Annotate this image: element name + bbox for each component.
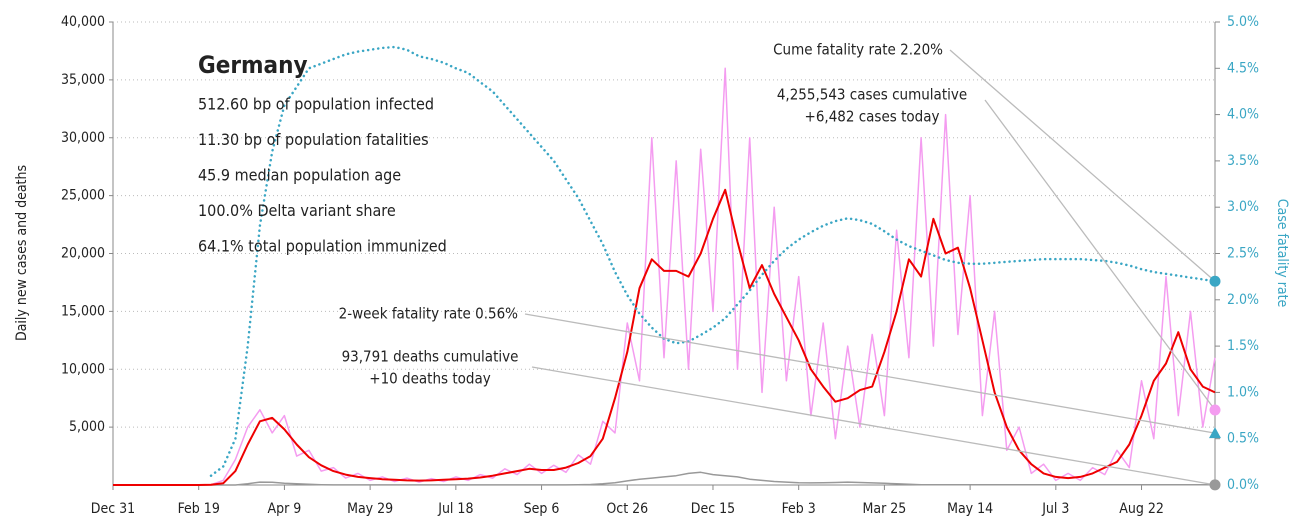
x-tick-label: Dec 31 (91, 501, 135, 517)
y2-tick-label: 3.5% (1227, 153, 1259, 169)
y-tick-label: 20,000 (61, 246, 105, 262)
x-tick-label: Feb 19 (178, 501, 220, 517)
y2-tick-label: 4.5% (1227, 60, 1259, 76)
x-tick-label: May 14 (947, 501, 993, 517)
series-line (209, 45, 1217, 477)
y2-tick-label: 2.0% (1227, 292, 1259, 308)
series-line (113, 67, 1216, 486)
y2-tick-label: 4.0% (1227, 107, 1259, 123)
info-line: 512.60 bp of population infected (198, 95, 434, 114)
y2-tick-label: 0.0% (1227, 477, 1259, 493)
leader-line (984, 99, 1216, 411)
y-tick-label: 35,000 (61, 72, 105, 88)
x-tick-label: Jul 18 (437, 501, 473, 517)
y-axis-label: Daily new cases and deaths (14, 165, 30, 341)
y2-tick-label: 5.0% (1227, 14, 1259, 30)
y2-tick-label: 2.5% (1227, 246, 1259, 262)
y-tick-label: 30,000 (61, 130, 105, 146)
callout-text: Cume fatality rate 2.20% (773, 41, 943, 59)
x-tick-label: Feb 3 (782, 501, 816, 517)
series-line (113, 471, 1215, 486)
series-line (113, 188, 1216, 486)
marker (1209, 275, 1221, 287)
x-tick-label: Oct 26 (606, 501, 648, 517)
info-line: 45.9 median population age (198, 166, 401, 185)
info-line: 11.30 bp of population fatalities (198, 130, 429, 149)
y2-tick-label: 3.0% (1227, 199, 1259, 215)
info-line: 100.0% Delta variant share (198, 201, 396, 220)
info-title: Germany (198, 51, 308, 79)
leader-line (524, 313, 1216, 434)
y-tick-label: 40,000 (61, 14, 105, 30)
x-tick-label: May 29 (347, 501, 393, 517)
y2-axis-label: Case fatality rate (1274, 199, 1290, 308)
y-tick-label: 5,000 (69, 419, 105, 435)
y2-tick-label: 1.0% (1227, 384, 1259, 400)
x-tick-label: Aug 22 (1119, 501, 1164, 517)
y-tick-label: 10,000 (61, 361, 105, 377)
marker (1209, 404, 1221, 416)
x-tick-label: Dec 15 (691, 501, 735, 517)
y-tick-label: 15,000 (61, 303, 105, 319)
leader-line (531, 366, 1216, 486)
info-line: 64.1% total population immunized (198, 237, 447, 256)
marker (1209, 427, 1221, 439)
callout-text: 4,255,543 cases cumulative (777, 86, 967, 104)
x-tick-label: Jul 3 (1041, 501, 1069, 517)
callout-text: +6,482 cases today (805, 108, 940, 126)
y-tick-label: 25,000 (61, 188, 105, 204)
marker (1209, 479, 1221, 491)
x-tick-label: Sep 6 (524, 501, 560, 517)
callout-text: 93,791 deaths cumulative (342, 348, 519, 366)
x-tick-label: Mar 25 (863, 501, 907, 517)
callout-text: 2-week fatality rate 0.56% (339, 305, 519, 323)
leader-line (949, 49, 1216, 282)
callout-text: +10 deaths today (369, 370, 490, 388)
x-tick-label: Apr 9 (268, 501, 302, 517)
y2-tick-label: 1.5% (1227, 338, 1259, 354)
y2-tick-label: 0.5% (1227, 431, 1259, 447)
